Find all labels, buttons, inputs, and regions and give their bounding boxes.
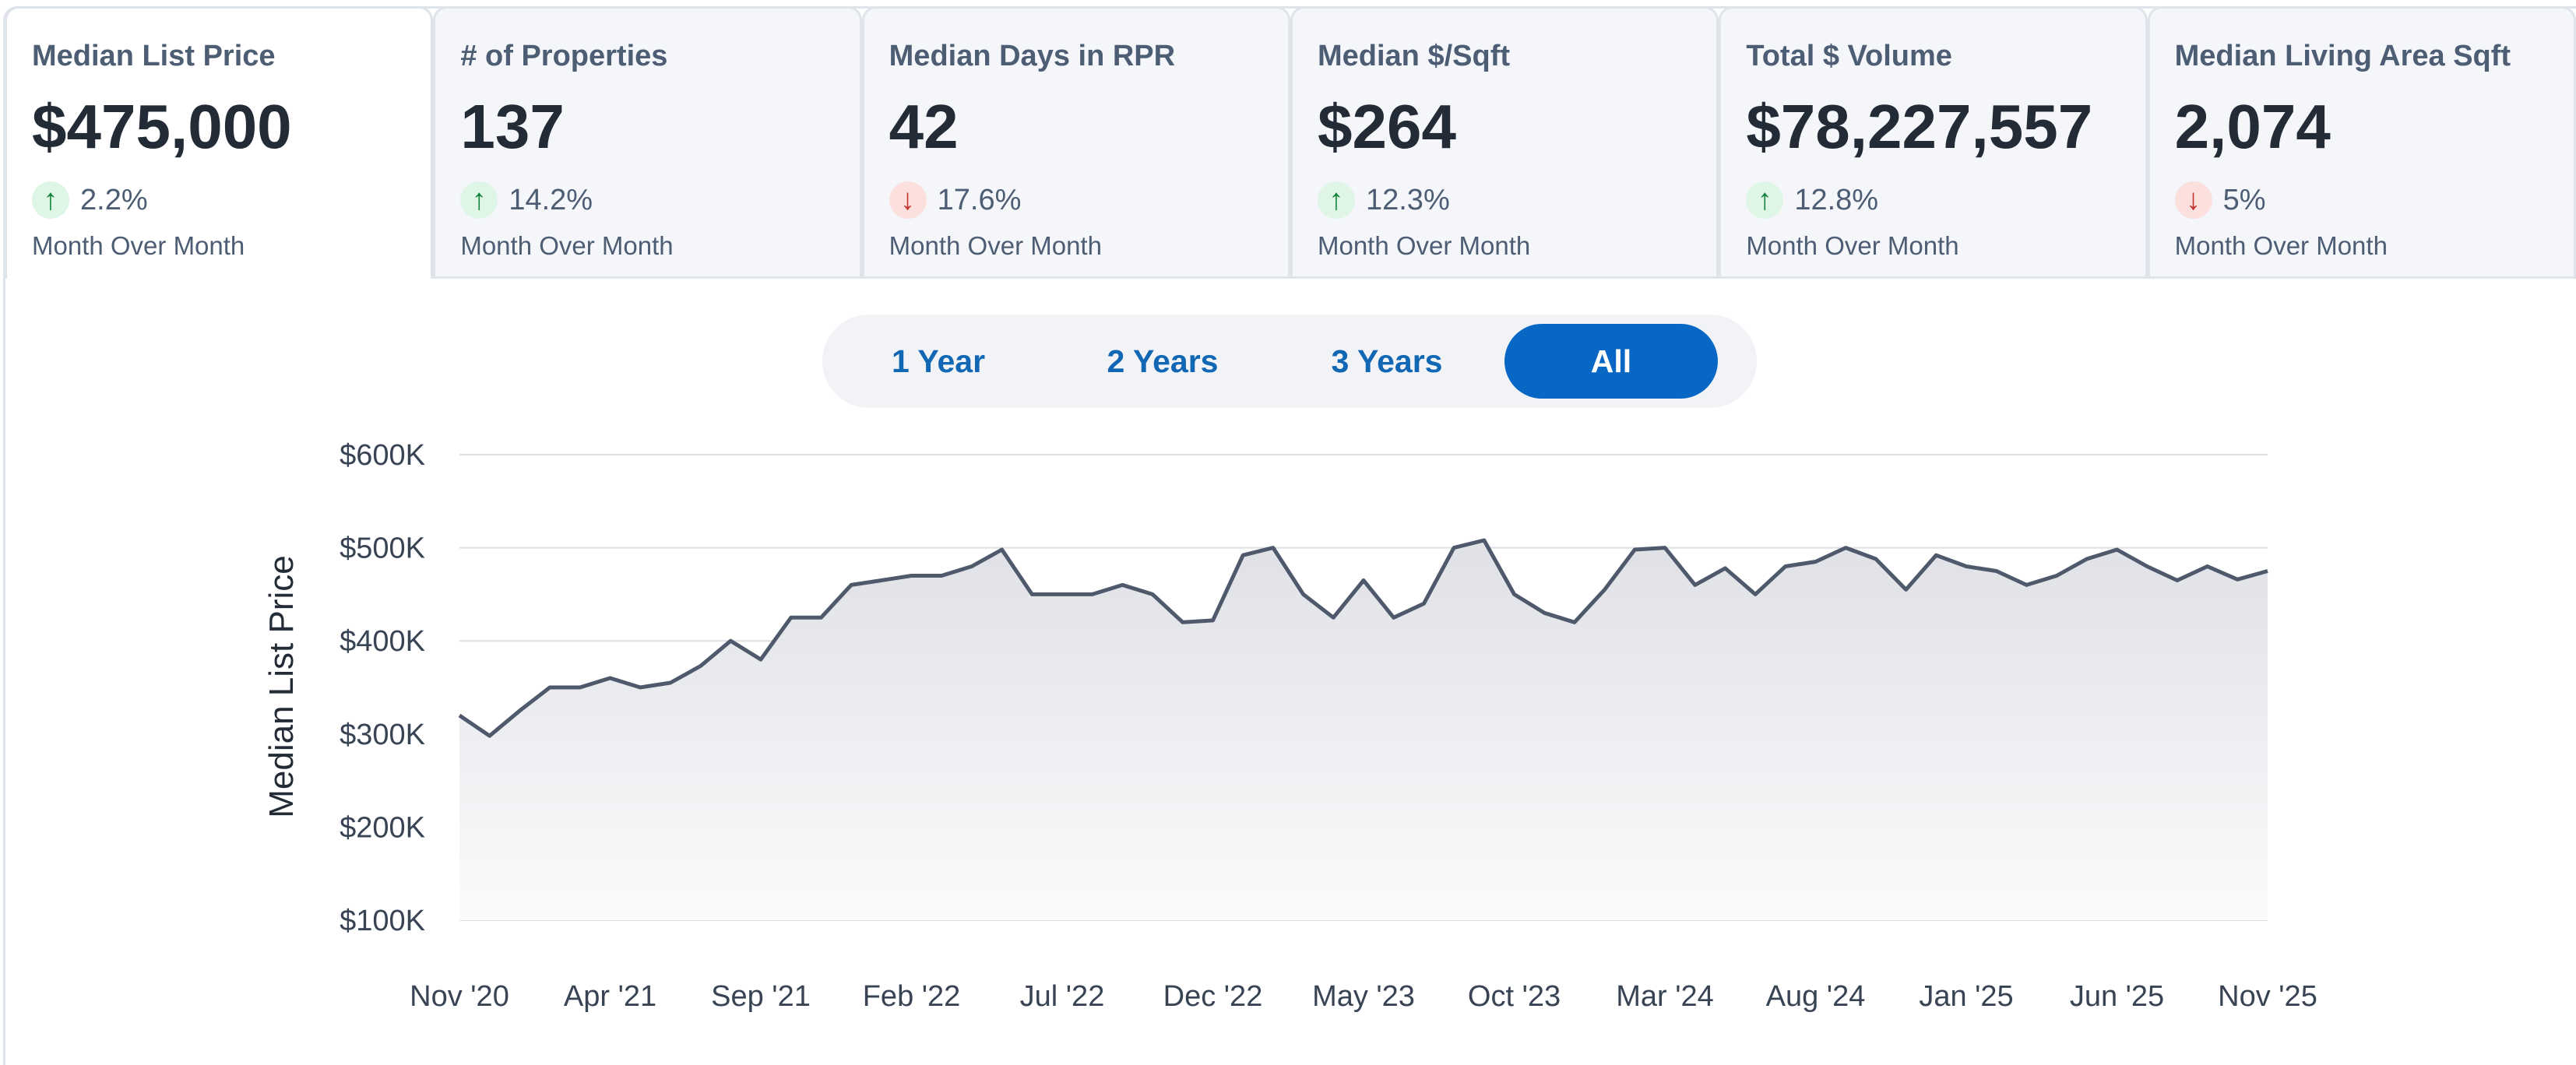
metric-change-percent: 12.3% [1365,183,1450,216]
time-range-selector: 1 Year 2 Years 3 Years All [822,315,1757,408]
area-fill [459,540,2268,920]
metric-change: ↑ 12.8% [1746,180,2145,220]
metric-period: Month Over Month [2174,231,2388,260]
metric-value: 2,074 [2174,92,2331,161]
y-tick-label: $600K [340,439,425,472]
metric-tab[interactable]: Total $ Volume $78,227,557 ↑ 12.8% Month… [1719,6,2148,279]
arrow-down-icon: ↓ [2174,181,2212,219]
x-tick-label: Nov '20 [410,980,509,1013]
metric-tab[interactable]: Median Days in RPR 42 ↓ 17.6% Month Over… [861,6,1290,279]
arrow-up-icon: ↑ [460,181,498,219]
y-tick-label: $300K [340,719,425,751]
x-tick-label: Feb '22 [863,980,961,1013]
x-tick-label: Dec '22 [1163,980,1263,1013]
y-tick-label: $100K [340,905,425,937]
x-tick-label: May '23 [1312,980,1415,1013]
y-tick-label: $200K [340,811,425,844]
metric-change-percent: 5% [2222,183,2266,216]
metric-label: Median Living Area Sqft [2174,40,2511,72]
x-tick-label: Nov '25 [2218,980,2317,1013]
metric-change: ↓ 5% [2174,180,2574,220]
range-button[interactable]: 2 Years [1107,343,1219,379]
metric-change: ↑ 2.2% [32,180,431,220]
arrow-up-icon: ↑ [1317,181,1355,219]
x-tick-label: Sep '21 [711,980,811,1013]
metric-value: $475,000 [32,92,292,161]
arrow-down-icon: ↓ [889,181,927,219]
metric-label: Median List Price [32,40,276,72]
metric-tab[interactable]: Median $/Sqft $264 ↑ 12.3% Month Over Mo… [1290,6,1719,279]
metric-label: Total $ Volume [1746,40,1952,72]
metric-label: Median $/Sqft [1317,40,1511,72]
range-button[interactable]: All [1504,324,1718,399]
metric-tab[interactable]: # of Properties 137 ↑ 14.2% Month Over M… [433,6,862,279]
arrow-up-icon: ↑ [1746,181,1784,219]
x-tick-label: Aug '24 [1766,980,1866,1013]
metric-period: Month Over Month [32,231,245,260]
metric-tab[interactable]: Median List Price $475,000 ↑ 2.2% Month … [5,6,434,279]
metric-change-percent: 17.6% [937,183,1022,216]
metric-period: Month Over Month [460,231,674,260]
x-tick-label: Apr '21 [564,980,656,1013]
x-tick-label: Jan '25 [1919,980,2013,1013]
arrow-up-icon: ↑ [32,181,69,219]
metric-value: 137 [460,92,565,161]
metric-change: ↑ 12.3% [1317,180,1716,220]
metric-value: 42 [889,92,959,161]
x-tick-label: Jul '22 [1020,980,1105,1013]
metric-label: Median Days in RPR [889,40,1176,72]
metric-label: # of Properties [460,40,668,72]
metric-value: $264 [1317,92,1456,161]
y-axis-label: Median List Price [262,555,301,817]
x-tick-label: Oct '23 [1468,980,1561,1013]
metric-period: Month Over Month [1317,231,1531,260]
metric-change-percent: 14.2% [509,183,593,216]
metric-change: ↓ 17.6% [889,180,1288,220]
metric-change-percent: 2.2% [80,183,148,216]
range-button[interactable]: 1 Year [891,343,986,379]
metric-tabs: Median List Price $475,000 ↑ 2.2% Month … [5,6,2576,279]
metric-change: ↑ 14.2% [460,180,859,220]
x-tick-label: Jun '25 [2070,980,2164,1013]
metric-period: Month Over Month [889,231,1102,260]
series-line [458,538,2268,738]
metric-tab[interactable]: Median Living Area Sqft 2,074 ↓ 5% Month… [2147,6,2576,279]
y-tick-label: $500K [340,532,425,565]
metric-value: $78,227,557 [1746,92,2093,161]
median-list-price-chart: $100K $200K $300K $400K $500K $600K Nov '20 Apr… [262,439,2317,1013]
y-tick-label: $400K [340,625,425,658]
panel-frame [3,6,2576,1065]
range-button[interactable]: 3 Years [1331,343,1443,379]
x-tick-label: Mar '24 [1616,980,1714,1013]
metric-change-percent: 12.8% [1794,183,1879,216]
metric-period: Month Over Month [1746,231,1959,260]
